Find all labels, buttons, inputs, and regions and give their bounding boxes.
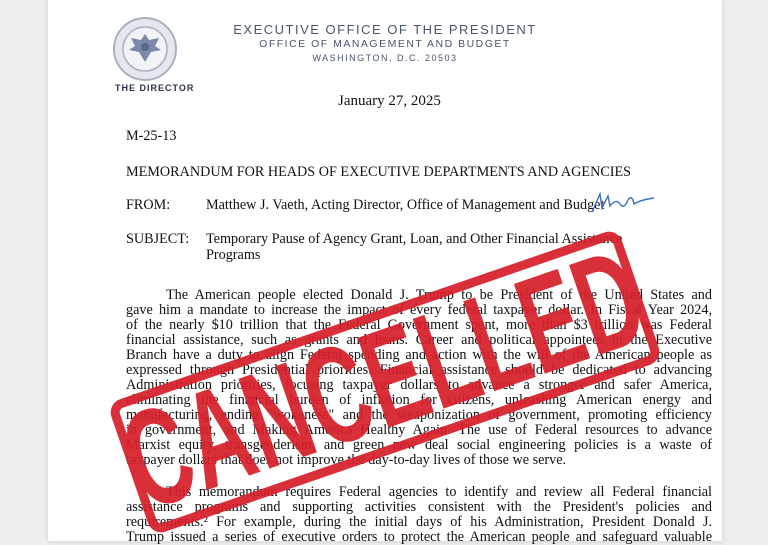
body-line: The American people elected Donald J. Tr…	[166, 287, 712, 303]
body-line: assistance programs and supporting activ…	[126, 499, 712, 515]
signature-icon	[591, 191, 655, 213]
body-line: This memorandum requires Federal agencie…	[166, 484, 712, 500]
subject-label: SUBJECT:	[126, 231, 190, 247]
body-line: eliminating the financial burden of infl…	[126, 392, 712, 408]
letterhead-line2: OFFICE OF MANAGEMENT AND BUDGET	[259, 38, 511, 50]
body-line: expressed through Presidential prioritie…	[126, 362, 712, 378]
memo-date: January 27, 2025	[338, 93, 441, 109]
body-line: Branch have a duty to align Federal spen…	[126, 347, 712, 363]
body-line: Administration priorities, focusing taxp…	[126, 377, 712, 393]
body-line: requirements.² For example, during the i…	[126, 514, 712, 530]
memo-page: THE DIRECTOR EXECUTIVE OFFICE OF THE PRE…	[48, 0, 722, 545]
body-line: in government, and Making America Health…	[126, 422, 712, 438]
from-label: FROM:	[126, 197, 171, 213]
body-line: gave him a mandate to increase the impac…	[126, 302, 712, 318]
body-line: taxpayer dollars that does not improve t…	[126, 452, 567, 468]
body-line: Marxist equity, transgenderism, and gree…	[126, 437, 712, 453]
presidential-seal-icon	[113, 17, 177, 81]
subject-line1: Temporary Pause of Agency Grant, Loan, a…	[206, 231, 623, 247]
body-line: of the nearly $10 trillion that the Fede…	[126, 317, 712, 333]
body-line: manufacturing, ending "wokeness" and the…	[126, 407, 712, 423]
letterhead-line3: WASHINGTON, D.C. 20503	[312, 53, 458, 63]
memo-heading: MEMORANDUM FOR HEADS OF EXECUTIVE DEPART…	[126, 164, 632, 180]
letterhead-line1: EXECUTIVE OFFICE OF THE PRESIDENT	[233, 22, 537, 37]
body-line: financial assistance, such as grants and…	[126, 332, 712, 348]
seal-caption: THE DIRECTOR	[115, 83, 195, 93]
subject-line2: Programs	[206, 247, 261, 263]
memo-number: M-25-13	[126, 128, 177, 144]
from-value: Matthew J. Vaeth, Acting Director, Offic…	[206, 197, 605, 213]
body-line: Trump issued a series of executive order…	[126, 529, 712, 545]
